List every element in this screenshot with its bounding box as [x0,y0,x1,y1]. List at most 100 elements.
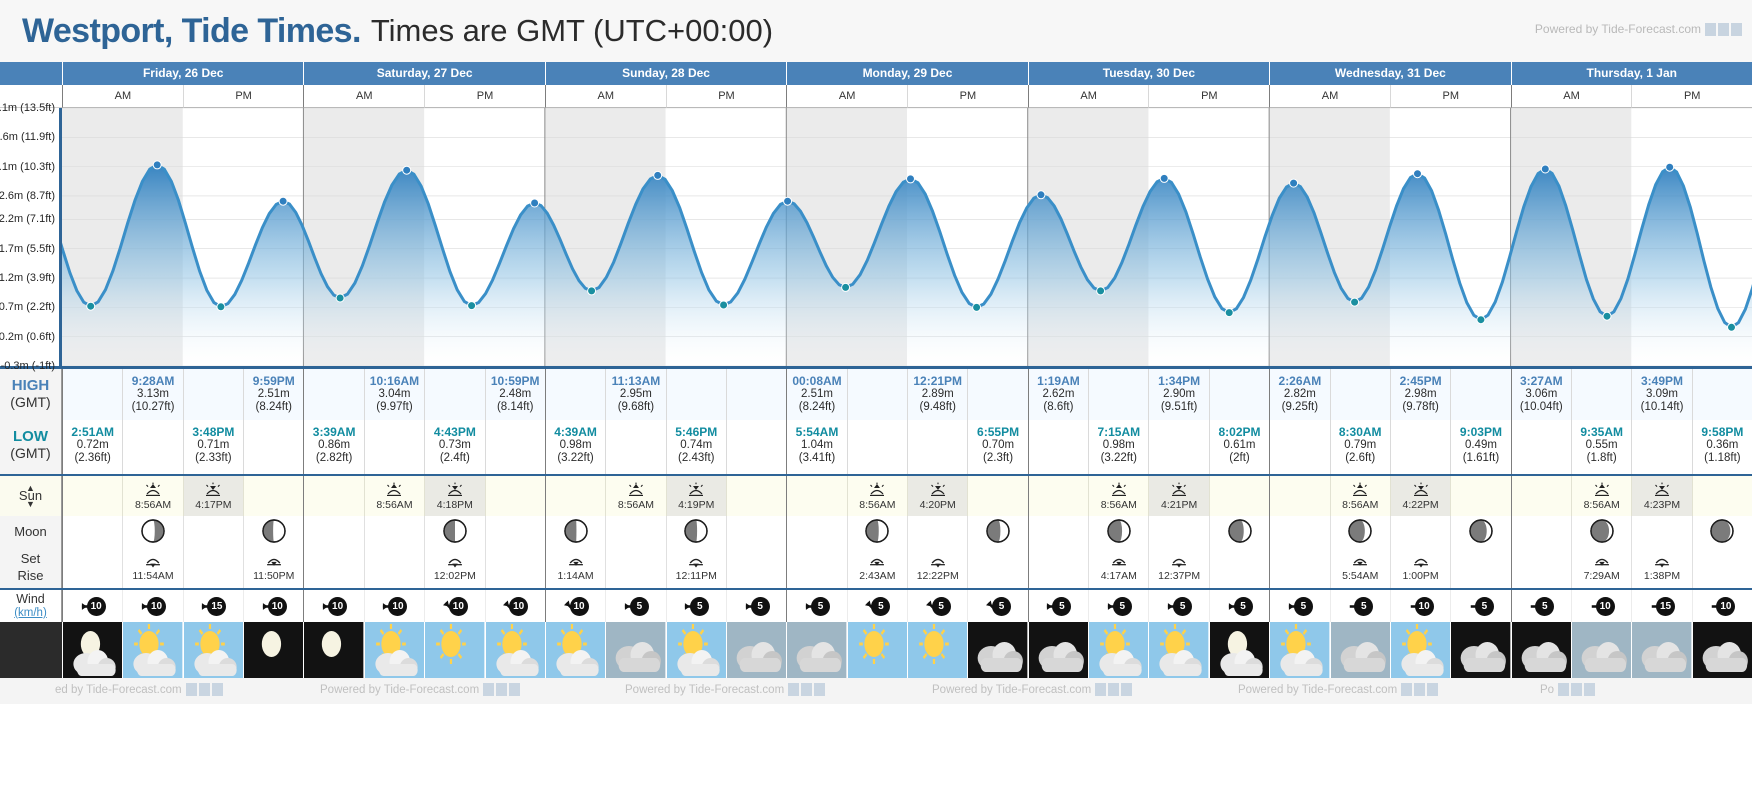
wind-direction-icon [1228,602,1238,610]
high-tide-cell: 3:49PM 3.09m (10.14ft) [1631,369,1692,420]
weather-cell [1691,622,1752,678]
weather-cell [786,622,847,678]
wind-speed-value: 10 [1720,600,1732,612]
sun-time: 4:22PM [1402,498,1439,511]
weather-partly-day-icon [545,622,606,678]
tide-cell-empty [62,369,123,420]
tide-height-m: 0.55m [1585,439,1618,451]
moon-phase-cell-empty [484,516,545,546]
moon-phase-cell-empty [1510,516,1571,546]
moon-phase-icon [684,519,708,543]
wind-badge: 10 [563,596,589,617]
tide-height-m: 2.62m [1042,388,1075,400]
weather-cell [424,622,485,678]
tide-height-m: 2.90m [1163,388,1196,400]
wind-speed-value: 10 [452,600,464,612]
wind-cell: 5 [846,590,908,622]
wind-badge: 5 [1468,596,1494,617]
tide-time: 9:35AM [1580,425,1623,439]
wind-direction-icon [1470,602,1481,610]
low-tide-cell: 2:51AM 0.72m (2.36ft) [62,420,123,474]
tide-height-m: 2.48m [499,388,532,400]
wind-speed-value: 10 [271,600,283,612]
tide-time: 2:26AM [1278,374,1322,388]
wind-speed-disc [509,596,529,616]
day-header-gutter [0,62,62,85]
sun-set-icon [1413,482,1428,496]
wind-speed-disc [1716,596,1736,616]
weather-cloudy-night-icon [1692,622,1752,678]
wind-badge: 5 [623,596,649,617]
weather-cloudy-icon [1632,622,1692,678]
sun-cell-empty [786,476,847,516]
weather-cloudy-icon [1571,622,1632,678]
y-axis-tick-label: 2.2m (7.1ft) [0,213,55,226]
moon-set-icon [447,558,462,567]
tide-height-ft: (9.78ft) [1402,401,1439,413]
wind-speed-value: 5 [1360,600,1367,612]
moon-phase-icon [865,519,890,543]
tide-cell-empty [605,420,666,474]
moon-rise-icon [1111,558,1126,566]
high-tide-cell: 2:45PM 2.98m (9.78ft) [1389,369,1451,420]
tide-cell-empty [967,369,1028,420]
weather-partly-night-icon [63,622,123,678]
halfday-gutter [0,85,62,108]
moon-event-cell-empty [786,546,847,588]
moon-phase-cell [1570,516,1632,546]
moon-rise-icon [266,558,281,566]
wind-unit-link[interactable]: (km/h) [14,607,47,619]
tide-cell-empty [725,420,787,474]
weather-cloudy-night-icon [1028,622,1089,678]
weather-cell [967,622,1028,678]
wind-direction-icon [1531,602,1541,610]
tide-time: 3:39AM [312,425,356,439]
tide-height-m: 0.61m [1223,439,1256,451]
low-tide-label: LOW (GMT) [0,420,62,474]
moon-event-cell: 1:14AM [544,546,606,588]
sun-set-icon [206,482,221,496]
wind-speed-disc [1656,596,1676,616]
footer-text: Powered by Tide-Forecast.com [1238,683,1398,696]
low-tide-cell: 4:43PM 0.73m (2.4ft) [424,420,485,474]
sun-cell: 8:56AM [605,476,666,516]
moon-rise-label: Rise [17,568,44,583]
sun-time: 8:56AM [1100,498,1137,511]
badge-group-icon [788,683,826,696]
tide-time: 8:30AM [1338,425,1382,439]
moon-phase-cell-empty [1027,516,1089,546]
moon-event-cell-empty [1269,546,1330,588]
tide-height-ft: (9.68ft) [617,401,655,413]
low-tide-cell: 8:30AM 0.79m (2.6ft) [1329,420,1390,474]
moon-phase-cell-empty [1389,516,1451,546]
weather-partly-day-icon [485,622,545,678]
moon-event-cell-empty [725,546,787,588]
weather-partly-day-icon [1089,622,1149,678]
wind-cell: 5 [1329,590,1390,622]
sun-set-icon [1172,482,1187,496]
wind-badge: 15 [200,596,227,617]
moon-event-time: 12:22PM [916,569,959,582]
weather-cell [1148,622,1209,678]
moon-phase-cell-empty [605,516,666,546]
weather-cell [1450,622,1511,678]
badge-group-icon [1095,683,1133,696]
tide-height-ft: (9.97ft) [376,401,413,413]
wind-speed-value: 10 [1599,600,1611,612]
weather-partly-day-icon [666,622,726,678]
high-tide-cell: 9:28AM 3.13m (10.27ft) [122,369,183,420]
tide-height-ft: (9.25ft) [1281,401,1319,413]
tide-time: 2:45PM [1399,374,1442,388]
moon-event-cell: 12:22PM [907,546,968,588]
high-tide-cell: 1:34PM 2.90m (9.51ft) [1148,369,1209,420]
sun-set-icon [1655,482,1670,496]
tide-time: 7:15AM [1097,425,1141,439]
y-axis-tick-label: 0.7m (2.2ft) [0,301,55,314]
moon-event-cell: 4:17AM [1088,546,1149,588]
tide-time: 9:59PM [252,374,295,388]
wind-cell: 15 [1631,590,1692,622]
moon-event-cell-empty [363,546,425,588]
tide-time: 5:46PM [675,425,718,439]
weather-cell [1269,622,1330,678]
weather-cell [725,622,787,678]
